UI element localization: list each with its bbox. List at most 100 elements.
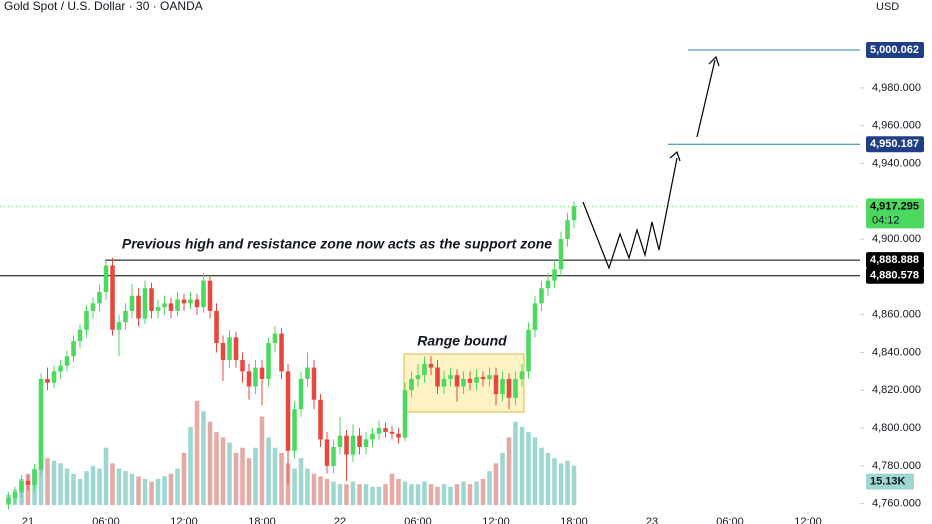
candle-body [38,378,44,470]
candle-body [331,446,336,466]
candle-body [383,428,388,432]
candle-body [19,480,24,493]
candle-body [207,280,213,311]
candle-body [272,333,278,344]
volume-bar [207,421,213,505]
y-tick-label: 4,840.000 [872,346,921,358]
arrow-head [669,150,681,162]
candle-body [58,365,63,372]
candle-body [428,363,434,368]
volume-bar [357,484,362,505]
volume-bar [513,421,518,505]
candle-body [214,310,219,344]
volume-bar [116,468,122,505]
volume-bar [383,484,388,505]
candle-body [233,337,239,361]
volume-bar [84,471,89,505]
candle-body [370,433,375,440]
volume-bar [155,478,161,505]
candle-body [324,439,330,466]
volume-bar [539,447,544,505]
price-label: 4,950.187 [870,138,919,150]
candle-body [539,288,544,304]
volume-bar [162,476,167,505]
volume-bar [461,481,466,505]
candle-body [487,375,492,379]
x-tick-label: 12:00 [482,516,510,524]
candle-body [493,375,499,395]
volume-bar [64,468,70,505]
candle-body [350,435,356,455]
candle-body [558,239,564,270]
candle-body [506,378,512,398]
price-label: 4,917.295 [870,200,919,212]
candle-body [344,435,349,455]
volume-bar [175,468,180,505]
y-tick-label: 4,780.000 [872,460,921,472]
volume-bar [487,471,492,505]
candle-body [500,378,505,395]
volume-bar [110,463,115,505]
candle-body [116,322,122,330]
candle-body [155,307,161,311]
y-tick-label: 4,980.000 [872,82,921,94]
volume-bar [506,437,512,505]
candle-body [194,299,200,308]
x-tick-label: 18:00 [560,516,588,524]
candle-body [12,492,18,499]
volume-bar [324,478,330,505]
arrow [696,59,716,138]
annotation: Range bound [417,333,507,349]
candle-body [162,303,167,308]
x-tick-label: 22 [334,516,346,524]
candle-body [142,288,148,319]
candle-body [71,341,76,357]
price-label: 5,000.062 [870,44,919,56]
volume-bar [454,484,460,505]
candle-body [389,431,395,434]
volume-bar [318,476,323,505]
volume-bar [363,484,369,505]
volume-bar [552,458,557,505]
y-tick-label: 4,860.000 [872,309,921,321]
candle-body [97,292,102,304]
volume-bar [558,463,564,505]
candle-body [454,375,460,387]
price-label-box [866,198,924,229]
y-tick-label: 4,760.000 [872,498,921,510]
candle-body [227,337,232,361]
candle-body [32,469,37,485]
candle-body [318,399,323,440]
volume-bar [214,432,219,505]
candle-body [571,206,577,221]
volume-bar [181,452,187,505]
volume-bar [227,442,232,505]
volume-bar [565,460,570,505]
annotation: Previous high and resistance zone now ac… [122,236,552,252]
candle-body [25,480,31,485]
price-axis: 4,760.000 4,780.000 4,800.000 4,820.000 4,84… [22,41,924,524]
volume-bar [389,473,395,505]
currency: USD [876,1,899,13]
x-tick-label: 18:00 [248,516,276,524]
price-label-box [866,267,924,284]
volume-bar [266,437,271,505]
x-tick-label: 23 [646,516,658,524]
volume-bar [194,400,200,505]
volume-bar [448,486,453,505]
candle-body [201,280,206,308]
volume-bar [279,452,284,505]
volume-bar [350,481,356,505]
price-label: 4,888.888 [870,254,919,266]
volume-bar [337,484,343,505]
candle-body [311,367,317,400]
price-label-box [866,252,924,269]
volume-bar [240,447,245,505]
volume-bar [474,481,479,505]
candle-body [402,390,408,438]
candle-body [532,303,538,330]
x-tick-label: 06:00 [404,516,432,524]
zigzag [582,157,678,270]
countdown: 04:12 [872,214,900,226]
